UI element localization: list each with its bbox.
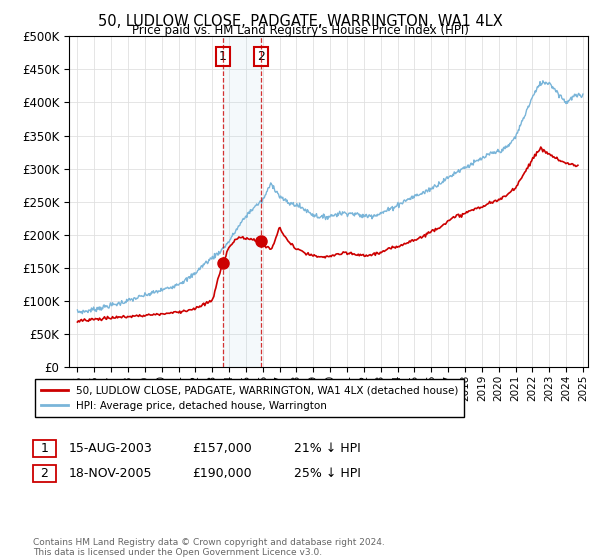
Bar <box>223 36 261 367</box>
Text: 1: 1 <box>40 442 49 455</box>
Text: 2: 2 <box>40 467 49 480</box>
Text: 25% ↓ HPI: 25% ↓ HPI <box>294 467 361 480</box>
Text: 21% ↓ HPI: 21% ↓ HPI <box>294 442 361 455</box>
Text: 50, LUDLOW CLOSE, PADGATE, WARRINGTON, WA1 4LX: 50, LUDLOW CLOSE, PADGATE, WARRINGTON, W… <box>98 14 502 29</box>
Text: Contains HM Land Registry data © Crown copyright and database right 2024.
This d: Contains HM Land Registry data © Crown c… <box>33 538 385 557</box>
Text: 15-AUG-2003: 15-AUG-2003 <box>69 442 153 455</box>
Text: 1: 1 <box>219 50 227 63</box>
Text: 18-NOV-2005: 18-NOV-2005 <box>69 467 152 480</box>
Text: £190,000: £190,000 <box>192 467 251 480</box>
Legend: 50, LUDLOW CLOSE, PADGATE, WARRINGTON, WA1 4LX (detached house), HPI: Average pr: 50, LUDLOW CLOSE, PADGATE, WARRINGTON, W… <box>35 379 464 417</box>
Text: 2: 2 <box>257 50 265 63</box>
Text: £157,000: £157,000 <box>192 442 252 455</box>
Text: Price paid vs. HM Land Registry's House Price Index (HPI): Price paid vs. HM Land Registry's House … <box>131 24 469 37</box>
